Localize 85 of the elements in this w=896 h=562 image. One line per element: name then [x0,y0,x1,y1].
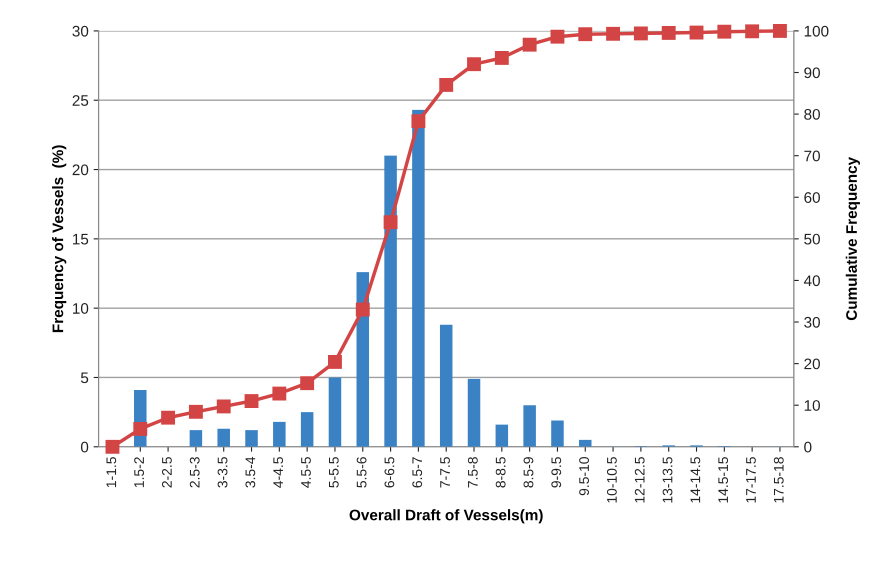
x-tick-label: 1-1.5 [106,457,116,488]
y-tick-label: 25 [72,95,88,106]
x-tick-label: 2.5-3 [190,457,200,488]
point [467,57,481,72]
point [745,24,760,38]
y-axis-title: Frequency of Vessels (%) [52,145,66,332]
point [244,394,258,408]
x-tick-label: 10-10.5 [606,457,617,503]
bar [496,424,508,447]
x-tick-label: 9-9.5 [551,457,562,488]
y2-tick-label: 90 [804,67,820,78]
point [133,422,148,436]
y-tick-label: 0 [80,442,88,452]
y2-tick-label: 40 [804,275,820,286]
point [328,355,342,369]
x-tick-label: 17-17.5 [746,457,756,503]
y-tick-label: 10 [73,303,88,314]
y2-tick-label: 70 [804,150,820,162]
point [606,26,620,41]
x-tick-label: 17.5-18 [774,457,784,503]
bar [551,420,564,447]
x-tick-label: 7.5-8 [468,457,478,488]
y2-tick-label: 0 [804,442,812,452]
x-tick-label: 6.5-7 [412,457,422,488]
point [216,400,231,414]
point [356,302,370,316]
point [439,78,454,92]
x-tick-label: 7-7.5 [440,457,450,488]
point [717,24,732,39]
y2-tick-label: 10 [804,400,820,411]
bar [217,428,230,447]
x-tick-label: 13-13.5 [662,457,672,503]
bar [190,430,202,447]
point [494,50,509,65]
x-axis-title: Overall Draft of Vessels(m) [350,509,543,524]
point [690,26,704,40]
y-tick-label: 30 [72,26,88,37]
point [272,386,286,400]
point [300,376,314,390]
y2-tick-label: 50 [804,234,820,245]
y2-tick-label: 60 [804,192,820,203]
point [411,114,426,128]
x-tick-label: 8.5-9 [524,457,534,488]
y2-axis-title: Cumulative Frequency [846,157,860,320]
x-tick-label: 14.5-15 [718,457,728,503]
x-tick-label: 4-4.5 [273,457,284,488]
point [578,27,592,42]
bar [384,156,397,447]
bar [440,324,452,447]
x-tick-label: 12-12.5 [634,457,645,503]
point [522,38,537,52]
bar [245,430,258,447]
bar [468,378,480,447]
x-tick-label: 9.5-10 [579,457,589,496]
bar [579,440,592,447]
x-tick-label: 2-2.5 [162,457,172,488]
x-tick-label: 5.5-6 [356,457,366,488]
y2-tick-label: 80 [804,108,820,120]
y2-tick-label: 30 [804,316,820,328]
y-tick-label: 20 [72,164,88,176]
point [106,440,120,454]
bar [523,405,536,447]
bar [328,377,342,447]
point [634,26,648,40]
point [662,26,676,40]
point [550,30,564,44]
point [773,24,787,38]
x-tick-label: 4.5-5 [301,457,311,488]
y2-tick-label: 20 [804,358,820,370]
x-tick-label: 3.5-4 [245,456,256,488]
bar [300,412,314,447]
point [161,410,176,425]
x-tick-label: 8-8.5 [496,457,506,488]
x-tick-label: 1.5-2 [134,457,144,488]
x-tick-label: 5-5.5 [328,457,339,488]
y-tick-label: 15 [73,234,88,245]
x-tick-label: 14-14.5 [690,457,700,503]
point [188,404,203,419]
y-tick-label: 5 [80,372,88,384]
x-tick-label: 3-3.5 [218,457,228,488]
x-tick-label: 6-6.5 [384,457,394,488]
y2-tick-label: 100 [804,26,828,37]
bar [412,110,425,447]
bar [273,422,286,447]
point [384,215,398,230]
